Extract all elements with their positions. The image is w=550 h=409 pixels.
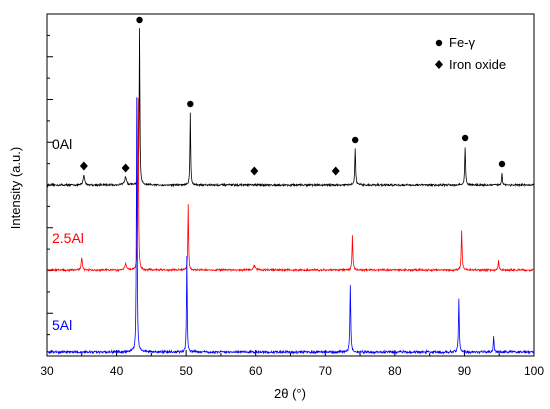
iron-oxide-marker <box>331 166 340 176</box>
fe-gamma-marker <box>352 136 359 144</box>
x-tick-label: 40 <box>110 364 124 378</box>
series-line-2-5Al <box>46 98 535 273</box>
x-tick-label: 60 <box>249 364 263 378</box>
x-tick-label: 30 <box>40 364 54 378</box>
iron-oxide-marker <box>79 161 88 171</box>
iron-oxide-marker <box>121 163 130 173</box>
iron-oxide-marker <box>250 166 259 176</box>
series-lines <box>46 28 535 356</box>
x-axis-ticks: 30 40 50 60 70 80 90 100 <box>40 350 544 378</box>
fe-gamma-marker <box>461 134 469 142</box>
x-axis-label: 2θ (°) <box>274 386 306 401</box>
x-tick-label: 90 <box>458 364 472 378</box>
x-tick-label: 100 <box>524 364 544 378</box>
series-line-5Al <box>46 97 535 356</box>
legend-entry-iron-oxide: Iron oxide <box>449 57 506 72</box>
x-tick-label: 50 <box>179 364 193 378</box>
legend-diamond-marker <box>435 60 443 69</box>
series-label-5Al: 5Al <box>52 317 72 333</box>
series-label-2-5Al: 2.5Al <box>52 230 84 246</box>
fe-gamma-marker <box>187 100 194 108</box>
fe-gamma-marker <box>498 160 506 168</box>
peak-annotations <box>79 16 506 176</box>
y-axis-label: Intensity (a.u.) <box>8 147 23 229</box>
legend-circle-marker <box>435 39 443 47</box>
fe-gamma-marker <box>136 16 143 24</box>
series-label-0Al: 0Al <box>52 136 72 152</box>
series-labels: 0Al 2.5Al 5Al <box>52 136 84 333</box>
x-tick-label: 80 <box>388 364 402 378</box>
legend-entry-fe-gamma: Fe-γ <box>449 35 476 50</box>
legend: Fe-γ Iron oxide <box>435 35 506 72</box>
series-line-0Al <box>46 28 535 188</box>
x-tick-label: 70 <box>319 364 333 378</box>
